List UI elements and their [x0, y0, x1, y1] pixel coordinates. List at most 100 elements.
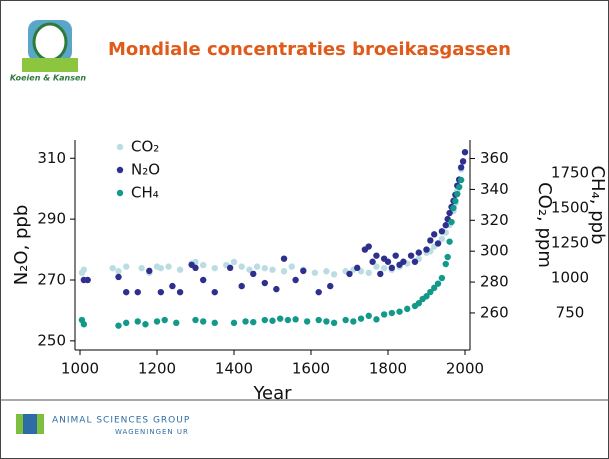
data-point [423, 246, 429, 252]
data-point [292, 316, 298, 322]
data-point [135, 289, 141, 295]
y2-tick-label: 360 [480, 149, 509, 167]
data-point [452, 198, 458, 204]
slide: Koeien & Kansen Mondiale concentraties b… [0, 0, 609, 459]
data-point [350, 318, 356, 324]
data-point [142, 321, 148, 327]
data-point [242, 318, 248, 324]
y2-axis-title: CO₂, ppm [534, 182, 555, 268]
footer-org: ANIMAL SCIENCES GROUP [52, 416, 190, 426]
x-tick-label: 1200 [138, 360, 176, 378]
data-point [454, 191, 460, 197]
data-point [450, 205, 456, 211]
y3-tick-label: 1500 [551, 199, 589, 217]
data-point [273, 286, 279, 292]
y3-axis-title: CH₄, ppb [587, 165, 608, 244]
y2-tick-label: 260 [480, 303, 509, 321]
data-point [458, 177, 464, 183]
y2-tick-label: 280 [480, 273, 509, 291]
x-tick-label: 2000 [446, 360, 484, 378]
y3-tick-label: 1250 [551, 234, 589, 252]
data-point [123, 263, 129, 269]
data-point [173, 320, 179, 326]
data-point [446, 238, 452, 244]
data-point [346, 271, 352, 277]
data-point [289, 263, 295, 269]
data-point [396, 308, 402, 314]
data-point [262, 317, 268, 323]
data-point [400, 259, 406, 265]
data-point [435, 280, 441, 286]
data-point [169, 283, 175, 289]
legend-marker [117, 167, 123, 173]
data-point [212, 265, 218, 271]
data-point [239, 283, 245, 289]
y-tick-label: 290 [37, 210, 66, 228]
y3-tick-label: 1750 [551, 164, 589, 182]
data-point [262, 265, 268, 271]
data-point [373, 252, 379, 258]
data-point [327, 283, 333, 289]
data-point [358, 315, 364, 321]
data-point [373, 316, 379, 322]
data-point [416, 249, 422, 255]
data-point [300, 268, 306, 274]
data-point [323, 318, 329, 324]
y2-tick-label: 300 [480, 242, 509, 260]
data-point [435, 240, 441, 246]
x-tick-label: 1000 [61, 360, 99, 378]
data-point [377, 271, 383, 277]
data-point [200, 277, 206, 283]
data-point [389, 310, 395, 316]
data-point [158, 265, 164, 271]
data-point [323, 268, 329, 274]
slide-border [1, 1, 609, 459]
data-point [389, 265, 395, 271]
data-point [231, 259, 237, 265]
data-point [254, 263, 260, 269]
legend-label: N₂O [131, 161, 160, 179]
y3-tick-label: 1000 [551, 269, 589, 287]
data-point [200, 318, 206, 324]
slide-title: Mondiale concentraties broeikasgassen [108, 39, 511, 60]
data-point [392, 252, 398, 258]
data-point [269, 318, 275, 324]
data-point [285, 317, 291, 323]
data-point [431, 231, 437, 237]
data-point [135, 318, 141, 324]
data-point [115, 274, 121, 280]
data-point [366, 313, 372, 319]
data-point [443, 222, 449, 228]
data-point [460, 158, 466, 164]
data-point [81, 321, 87, 327]
data-point [304, 318, 310, 324]
data-point [123, 289, 129, 295]
data-point [458, 164, 464, 170]
data-point [315, 289, 321, 295]
y3-tick-label: 750 [556, 304, 585, 322]
data-point [154, 318, 160, 324]
data-point [162, 317, 168, 323]
data-point [115, 322, 121, 328]
data-point [292, 277, 298, 283]
data-point [81, 267, 87, 273]
footer-sub: WAGENINGEN UR [115, 428, 189, 436]
data-point [281, 268, 287, 274]
data-point [177, 267, 183, 273]
data-point [312, 270, 318, 276]
data-point [366, 270, 372, 276]
data-point [444, 254, 450, 260]
data-point [408, 252, 414, 258]
data-point [165, 263, 171, 269]
data-point [331, 320, 337, 326]
data-point [439, 228, 445, 234]
data-point [448, 219, 454, 225]
data-point [456, 184, 462, 190]
data-point [354, 265, 360, 271]
data-point [146, 268, 152, 274]
data-point [443, 261, 449, 267]
legend-marker [117, 190, 123, 196]
data-point [331, 271, 337, 277]
data-point [212, 320, 218, 326]
y2-tick-label: 320 [480, 211, 509, 229]
